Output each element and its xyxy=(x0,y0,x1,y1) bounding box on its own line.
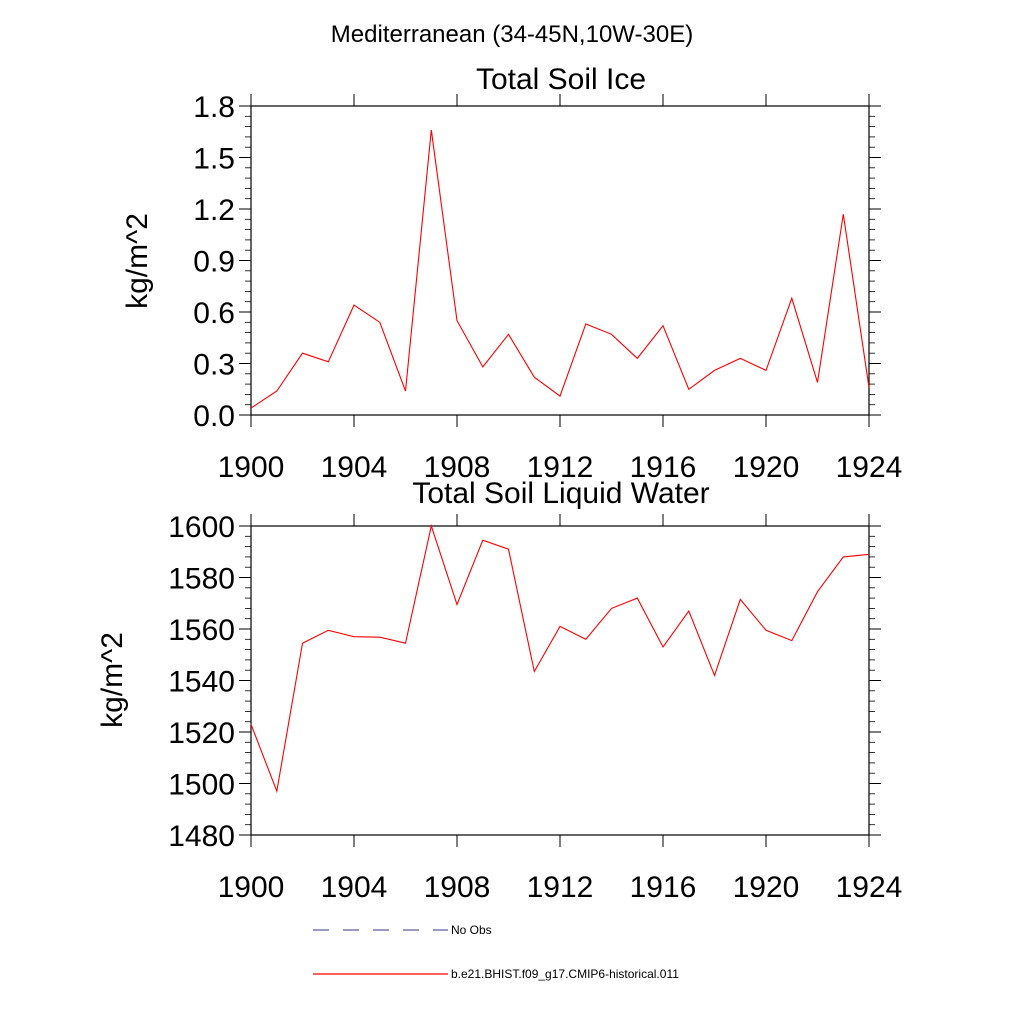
y-axis-label: kg/m^2 xyxy=(96,632,129,728)
figure-title: Mediterranean (34-45N,10W-30E) xyxy=(331,21,693,48)
panel-soil-ice: Total Soil Ice kg/m^2 1900 1904 1908 1912 19… xyxy=(121,63,902,484)
plot-area: 1900 1904 1908 1912 1916 1920 1924 0.0 0.3 0.6 0.9… xyxy=(193,91,902,484)
x-tick-label: 1924 xyxy=(836,451,903,484)
y-tick-label: 1520 xyxy=(168,717,235,750)
plot-area: 1900 1904 1908 1912 1916 1920 1924 1480 1500 1520… xyxy=(168,511,902,904)
y-tick-label: 0.9 xyxy=(193,246,235,279)
x-tick-label: 1916 xyxy=(630,871,697,904)
x-tick-label: 1904 xyxy=(321,871,388,904)
y-tick-label: 1580 xyxy=(168,563,235,596)
legend-label-model: b.e21.BHIST.f09_g17.CMIP6-historical.011 xyxy=(451,967,679,981)
panel-title: Total Soil Ice xyxy=(476,63,646,96)
x-tick-label: 1912 xyxy=(527,451,594,484)
y-tick-label: 1480 xyxy=(168,820,235,853)
legend: No Obs b.e21.BHIST.f09_g17.CMIP6-histori… xyxy=(313,923,679,981)
x-tick-label: 1900 xyxy=(218,451,285,484)
legend-label-no-obs: No Obs xyxy=(451,923,492,937)
y-tick-label: 0.6 xyxy=(193,297,235,330)
y-tick-label: 1.2 xyxy=(193,194,235,227)
x-tick-label: 1904 xyxy=(321,451,388,484)
y-tick-label: 1540 xyxy=(168,666,235,699)
panel-soil-liquid-water: Total Soil Liquid Water kg/m^2 1900 1904 1… xyxy=(96,477,902,904)
y-tick-label: 0.3 xyxy=(193,349,235,382)
x-tick-label: 1900 xyxy=(218,871,285,904)
y-tick-label: 1.8 xyxy=(193,91,235,124)
y-tick-label: 1.5 xyxy=(193,143,235,176)
series-line xyxy=(250,523,870,794)
panel-title: Total Soil Liquid Water xyxy=(412,477,709,510)
x-tick-label: 1916 xyxy=(630,451,697,484)
x-tick-label: 1908 xyxy=(424,871,491,904)
y-axis-label: kg/m^2 xyxy=(121,213,154,309)
x-tick-label: 1908 xyxy=(424,451,491,484)
x-tick-label: 1920 xyxy=(733,871,800,904)
x-tick-label: 1920 xyxy=(733,451,800,484)
y-tick-label: 1500 xyxy=(168,769,235,802)
series-line xyxy=(250,129,870,409)
x-tick-label: 1924 xyxy=(836,871,903,904)
plot-frame xyxy=(250,525,870,836)
plot-frame xyxy=(250,105,870,416)
y-tick-label: 0.0 xyxy=(193,400,235,433)
y-tick-label: 1600 xyxy=(168,511,235,544)
y-tick-label: 1560 xyxy=(168,614,235,647)
x-tick-label: 1912 xyxy=(527,871,594,904)
